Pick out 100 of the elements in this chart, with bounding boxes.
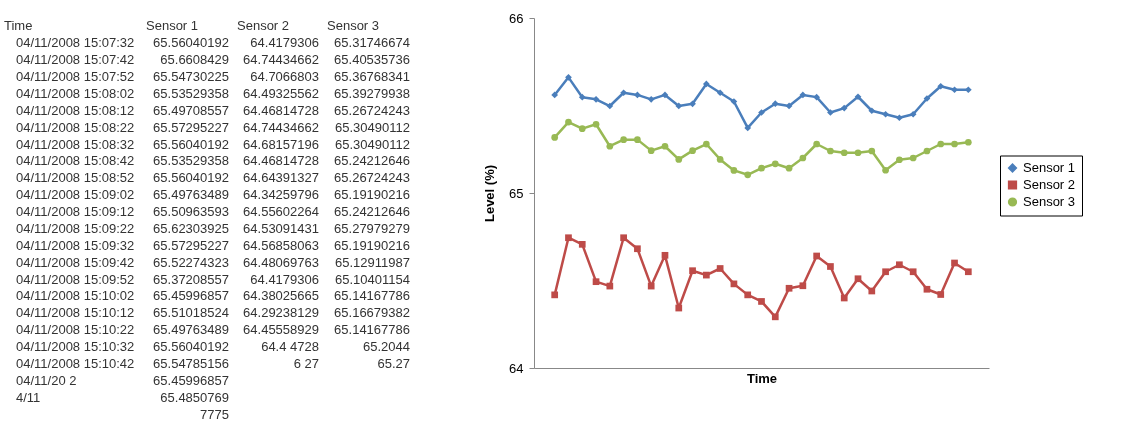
point xyxy=(868,107,876,115)
point xyxy=(592,95,600,103)
point xyxy=(827,109,834,116)
text: 04/11/2008 15:07:52 65.54730225 64.7066803 65.36768341 xyxy=(16,69,410,85)
point xyxy=(606,102,614,110)
text: 04/11/2008 15:09:32 65.57295227 64.56858063 65.19190216 xyxy=(16,237,410,253)
point xyxy=(702,80,710,88)
point xyxy=(565,118,572,126)
point xyxy=(647,147,655,154)
legend-label: Sensor 3 xyxy=(1023,194,1076,209)
y-axis-title: Level (%) xyxy=(482,164,498,223)
point xyxy=(702,140,710,148)
point xyxy=(882,166,889,174)
point xyxy=(771,100,779,108)
point xyxy=(744,291,752,299)
point xyxy=(578,93,586,101)
legend-label: Sensor 1 xyxy=(1023,160,1076,175)
point xyxy=(896,261,903,269)
point xyxy=(689,100,696,108)
point xyxy=(840,294,848,302)
point xyxy=(771,313,779,321)
point xyxy=(758,298,765,305)
text: Time Sensor 1 Sensor 2 Sensor 3 xyxy=(4,18,380,34)
point xyxy=(592,120,600,128)
point xyxy=(634,91,641,99)
point xyxy=(868,287,876,295)
point xyxy=(896,114,903,122)
point xyxy=(702,271,710,279)
point xyxy=(799,282,807,290)
y-tick-label: 66 xyxy=(509,10,524,26)
point xyxy=(868,147,876,155)
text: 04/11/2008 15:09:22 65.62303925 64.53091431 65.27979279 xyxy=(16,220,410,236)
point xyxy=(578,240,586,248)
point xyxy=(675,304,683,312)
point xyxy=(716,265,724,272)
text: 04/11/2008 15:10:02 65.45996857 64.38025665 65.14167786 xyxy=(16,288,410,304)
point xyxy=(854,275,862,283)
point xyxy=(716,156,724,163)
point xyxy=(620,136,627,143)
point xyxy=(951,140,958,148)
point xyxy=(937,140,945,148)
point xyxy=(827,263,834,270)
text: 04/11/2008 15:08:02 65.53529358 64.49325562 65.39279938 xyxy=(16,85,410,101)
point xyxy=(565,74,572,81)
text: 04/11/2008 15:09:12 65.50963593 64.55602264 65.24212646 xyxy=(16,204,410,220)
point xyxy=(854,149,862,157)
point xyxy=(799,91,807,99)
point xyxy=(647,282,655,290)
point xyxy=(813,140,821,148)
point xyxy=(909,268,917,276)
point xyxy=(813,93,821,101)
text: 04/11/2008 15:08:22 65.57295227 64.74434662 65.30490112 xyxy=(16,119,410,135)
point xyxy=(964,138,972,146)
text: 04/11/2008 15:09:42 65.52274323 64.48069763 65.12911987 xyxy=(16,254,410,270)
point xyxy=(813,252,821,260)
point xyxy=(578,125,586,132)
text: 04/11/2008 15:08:32 65.56040192 64.68157196 65.30490112 xyxy=(16,136,410,152)
point xyxy=(896,156,903,164)
point xyxy=(661,91,669,99)
point xyxy=(661,251,669,259)
text: 04/11/2008 15:07:32 65.56040192 64.4179306 65.31746674 xyxy=(16,35,410,51)
text: 04/11/2008 15:08:42 65.53529358 64.46814728 65.24212646 xyxy=(16,153,410,169)
point xyxy=(551,134,559,141)
point xyxy=(785,164,793,172)
point xyxy=(854,93,862,101)
point xyxy=(840,149,848,157)
text: 04/11/2008 15:10:42 65.54785156 6 27 65.27 xyxy=(16,355,410,371)
point xyxy=(785,284,793,292)
point xyxy=(647,95,655,103)
point xyxy=(758,164,765,172)
point xyxy=(744,124,752,132)
point xyxy=(923,147,931,155)
point xyxy=(689,147,696,154)
point xyxy=(551,291,559,299)
text: 4/11 65.4850769 xyxy=(16,389,229,405)
text: 04/11/20 2 65.45996857 xyxy=(16,372,229,388)
point xyxy=(909,154,917,162)
point xyxy=(923,285,931,293)
point xyxy=(937,291,945,298)
point xyxy=(634,136,641,143)
point xyxy=(827,147,834,155)
x-axis-title: Time xyxy=(746,370,778,386)
point xyxy=(675,102,683,110)
point xyxy=(964,268,972,276)
point xyxy=(675,156,683,163)
text: 04/11/2008 15:10:12 65.51018524 64.29238129 65.16679382 xyxy=(16,305,410,321)
text: 04/11/2008 15:08:12 65.49708557 64.46814728 65.26724243 xyxy=(16,102,410,118)
point xyxy=(606,282,614,290)
point xyxy=(689,267,696,275)
point xyxy=(785,102,793,110)
point xyxy=(661,142,669,150)
y-tick-label: 64 xyxy=(509,360,524,376)
point xyxy=(909,110,917,118)
point xyxy=(551,91,559,99)
point xyxy=(758,109,765,116)
text: 04/11/2008 15:07:42 65.6608429 64.74434662 65.40535736 xyxy=(16,52,410,68)
point xyxy=(620,234,627,242)
point xyxy=(882,268,889,276)
text: 04/11/2008 15:10:32 65.56040192 64.4 4728 65.2044 xyxy=(16,339,410,355)
text: 7775 xyxy=(200,406,229,422)
